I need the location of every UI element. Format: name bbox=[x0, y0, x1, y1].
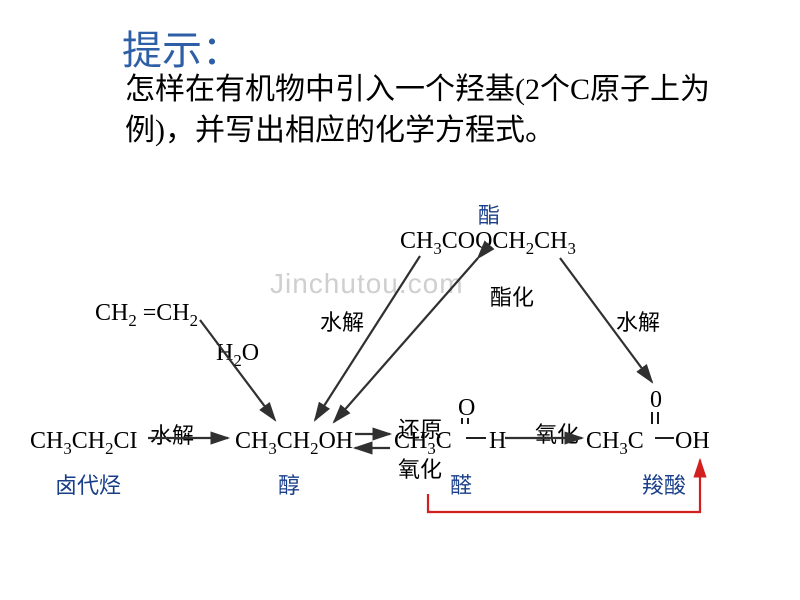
page-title: 提示： bbox=[122, 18, 242, 76]
chem-ester: CH3COOCH2CH3 bbox=[400, 228, 576, 259]
chem-aldehyde-o: O bbox=[458, 395, 475, 422]
label-hydrolysis-1: 水解 bbox=[150, 418, 194, 450]
label-esterify: 酯化 bbox=[490, 280, 534, 312]
chem-h2o: H2O bbox=[216, 340, 259, 371]
prompt-paragraph: 怎样在有机物中引入一个羟基(2个C原子上为例)，并写出相应的化学方程式。 bbox=[125, 70, 715, 151]
label-alcohol-category: 醇 bbox=[278, 468, 300, 500]
label-hydrolysis-2: 水解 bbox=[320, 305, 364, 337]
chem-acid: CH3C bbox=[586, 428, 644, 459]
label-oxidize-2: 氧化 bbox=[535, 417, 579, 449]
chem-halide: CH3CH2CI bbox=[30, 428, 137, 459]
chem-aldehyde-h: H bbox=[489, 428, 506, 455]
chem-acid-o: 0 bbox=[650, 387, 662, 414]
label-aldehyde-category: 醛 bbox=[450, 468, 472, 500]
label-ester-category: 酯 bbox=[478, 198, 500, 230]
chem-alcohol: CH3CH2OH bbox=[235, 428, 353, 459]
chem-acid-oh: OH bbox=[675, 428, 710, 455]
label-halide-category: 卤代烃 bbox=[55, 468, 121, 500]
label-reduce: 还原 bbox=[398, 412, 442, 444]
watermark-text: Jinchutou.com bbox=[270, 268, 464, 300]
chem-ethene: CH2 =CH2 bbox=[95, 300, 198, 331]
label-acid-category: 羧酸 bbox=[642, 468, 686, 500]
label-oxidize-1: 氧化 bbox=[398, 452, 442, 484]
label-hydrolysis-3: 水解 bbox=[616, 305, 660, 337]
